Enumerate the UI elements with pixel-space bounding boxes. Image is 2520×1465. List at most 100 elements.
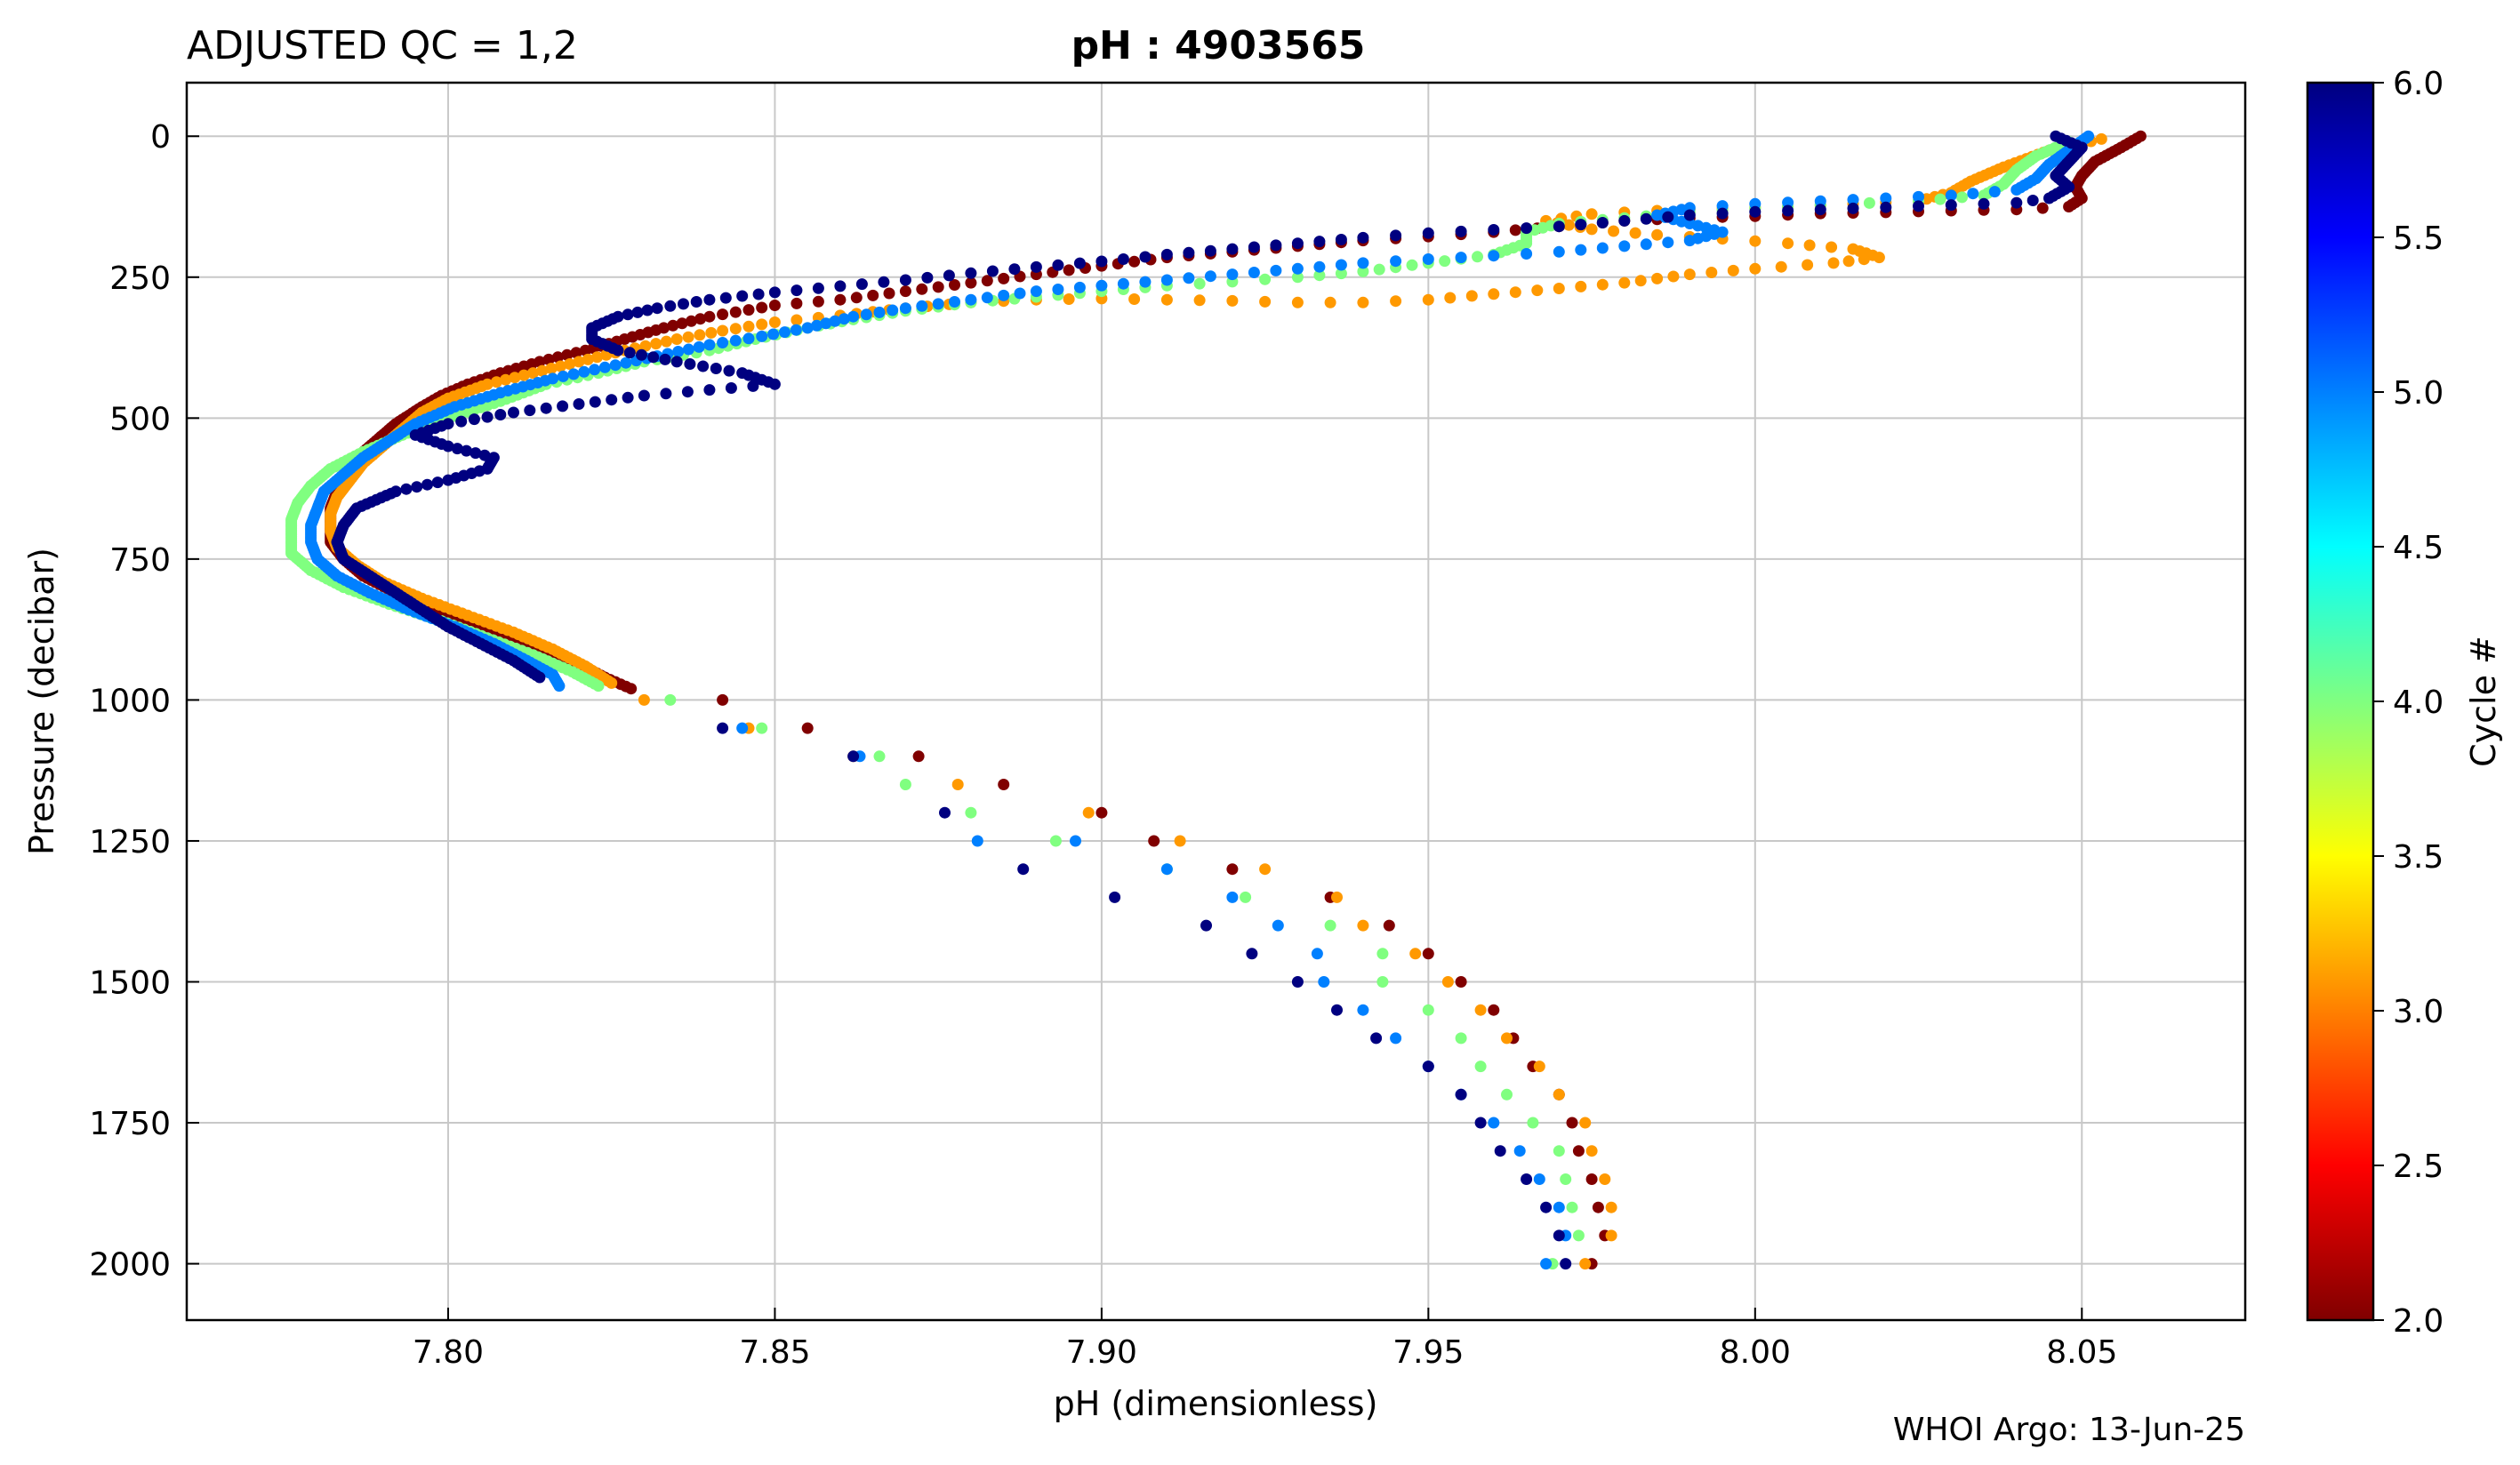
data-point	[1291, 271, 1304, 284]
data-point	[400, 483, 413, 495]
data-point	[620, 356, 632, 369]
data-point	[2010, 196, 2023, 209]
data-point	[768, 300, 781, 311]
data-point	[1335, 268, 1347, 280]
data-point	[719, 292, 732, 304]
data-point	[1335, 259, 1347, 271]
data-point	[768, 378, 781, 390]
data-point	[1455, 1032, 1467, 1045]
data-point	[2010, 184, 2023, 196]
data-point	[664, 300, 677, 312]
data-point	[1579, 1117, 1592, 1129]
data-point	[1596, 217, 1609, 228]
data-point	[768, 316, 781, 328]
y-tick-label: 500	[109, 401, 171, 437]
data-point	[1749, 235, 1762, 247]
data-point	[578, 365, 590, 378]
x-tick-label: 7.80	[413, 1334, 484, 1371]
data-point	[1618, 276, 1631, 289]
data-point	[1749, 262, 1762, 275]
data-point	[685, 315, 697, 327]
data-point	[524, 404, 536, 417]
data-point	[1139, 251, 1152, 263]
data-point	[1422, 293, 1434, 306]
data-point	[1814, 204, 1826, 216]
data-point	[1030, 285, 1042, 298]
data-point	[650, 338, 662, 350]
data-point	[1193, 294, 1206, 307]
data-point	[1727, 264, 1739, 276]
data-point	[1226, 891, 1239, 903]
data-point	[694, 329, 706, 341]
data-point	[561, 348, 574, 361]
data-point	[667, 319, 679, 332]
data-point	[1605, 1201, 1617, 1213]
data-point	[567, 368, 580, 380]
data-point	[899, 285, 911, 298]
data-point	[1357, 231, 1369, 244]
data-point	[589, 364, 601, 376]
data-point	[756, 330, 768, 342]
data-point	[681, 386, 694, 398]
data-point	[1553, 220, 1565, 233]
data-point	[636, 348, 647, 361]
data-point	[1572, 1229, 1585, 1242]
data-point	[508, 406, 519, 419]
data-point	[1782, 204, 1794, 217]
data-point	[717, 324, 729, 337]
colorbar-tick-label: 6.0	[2393, 66, 2444, 102]
data-point	[672, 346, 685, 357]
data-point	[1826, 241, 1838, 253]
data-point	[1501, 1088, 1513, 1101]
data-point	[1063, 264, 1075, 276]
data-point	[1226, 863, 1239, 876]
data-point	[838, 313, 850, 325]
data-point	[455, 415, 468, 428]
data-point	[1049, 835, 1062, 847]
data-point	[878, 276, 890, 288]
colorbar-tick-label: 2.0	[2393, 1303, 2444, 1340]
data-point	[481, 411, 494, 423]
x-tick-label: 7.85	[739, 1334, 810, 1371]
data-point	[1858, 253, 1870, 266]
data-point	[1749, 197, 1762, 210]
data-point	[756, 301, 768, 314]
data-point	[717, 308, 729, 321]
axis-ticks: 7.80 7.85 7.90 7.95 8.00 8.05 0 250 500 750 1000 12…	[89, 119, 2117, 1371]
data-point	[693, 340, 705, 353]
data-point	[1566, 1201, 1578, 1213]
data-point	[1488, 224, 1500, 236]
data-point	[703, 293, 716, 306]
chart-title: pH : 4903565	[1071, 23, 1366, 68]
data-point	[1095, 255, 1108, 268]
data-point	[442, 440, 454, 452]
data-point	[1422, 948, 1434, 960]
data-point	[1474, 1004, 1487, 1016]
data-point	[631, 306, 644, 318]
y-tick-label: 250	[109, 260, 171, 297]
data-point	[790, 324, 802, 336]
data-point	[2026, 195, 2039, 206]
data-point	[1651, 272, 1664, 284]
data-point	[899, 274, 911, 286]
data-point	[899, 779, 911, 790]
data-point	[542, 353, 555, 365]
data-point	[1246, 948, 1258, 960]
data-point	[1629, 227, 1641, 239]
data-point	[916, 300, 928, 312]
data-point	[1390, 1032, 1402, 1045]
data-point	[1585, 1173, 1598, 1185]
data-point	[1553, 1201, 1565, 1213]
data-point	[442, 474, 454, 486]
data-point	[998, 779, 1010, 790]
data-point	[1383, 919, 1395, 932]
data-point	[1455, 1088, 1467, 1101]
data-point	[767, 328, 780, 340]
data-point	[1160, 248, 1173, 260]
data-point	[2036, 202, 2049, 214]
data-point	[873, 306, 886, 318]
data-point	[1474, 1117, 1487, 1129]
data-point	[1978, 197, 1990, 210]
data-point	[1259, 295, 1272, 308]
